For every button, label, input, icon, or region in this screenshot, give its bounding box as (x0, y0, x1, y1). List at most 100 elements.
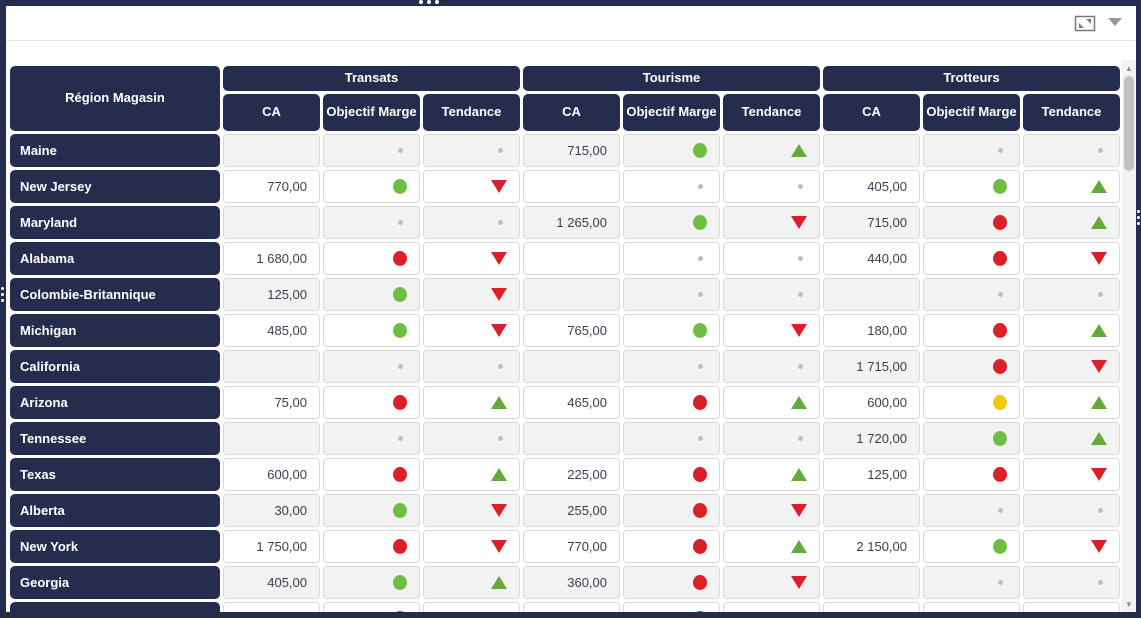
objectif-marge-cell[interactable] (323, 602, 420, 612)
tendance-cell[interactable] (423, 350, 520, 383)
row-header-cell[interactable]: Arizona (10, 386, 220, 419)
row-header-cell[interactable]: New York (10, 530, 220, 563)
row-header-cell[interactable]: Colombie-Britannique (10, 278, 220, 311)
ca-value-cell[interactable]: 2 150,00 (823, 530, 920, 563)
column-group-header[interactable]: Transats (223, 66, 520, 91)
column-subheader[interactable]: CA (223, 94, 320, 131)
column-subheader[interactable]: Objectif Marge (323, 94, 420, 131)
scroll-down-arrow-icon[interactable]: ▼ (1125, 599, 1133, 609)
tendance-cell[interactable] (723, 350, 820, 383)
row-header-cell[interactable] (10, 602, 220, 612)
ca-value-cell[interactable]: 405,00 (823, 170, 920, 203)
grip-dots-vertical-icon[interactable] (1, 287, 4, 302)
tendance-cell[interactable] (423, 314, 520, 347)
tendance-cell[interactable] (723, 386, 820, 419)
objectif-marge-cell[interactable] (323, 278, 420, 311)
ca-value-cell[interactable] (823, 134, 920, 167)
tendance-cell[interactable] (1023, 278, 1120, 311)
ca-value-cell[interactable]: 1 680,00 (223, 242, 320, 275)
column-group-header[interactable]: Tourisme (523, 66, 820, 91)
tendance-cell[interactable] (423, 458, 520, 491)
tendance-cell[interactable] (1023, 314, 1120, 347)
tendance-cell[interactable] (723, 278, 820, 311)
ca-value-cell[interactable]: 180,00 (823, 314, 920, 347)
objectif-marge-cell[interactable] (623, 350, 720, 383)
column-subheader[interactable]: Tendance (423, 94, 520, 131)
objectif-marge-cell[interactable] (623, 314, 720, 347)
column-group-header[interactable]: Trotteurs (823, 66, 1120, 91)
row-header-cell[interactable]: New Jersey (10, 170, 220, 203)
objectif-marge-cell[interactable] (623, 566, 720, 599)
objectif-marge-cell[interactable] (323, 566, 420, 599)
ca-value-cell[interactable]: 600,00 (823, 386, 920, 419)
ca-value-cell[interactable]: 485,00 (223, 314, 320, 347)
objectif-marge-cell[interactable] (923, 566, 1020, 599)
row-header-cell[interactable]: Alabama (10, 242, 220, 275)
ca-value-cell[interactable] (823, 494, 920, 527)
tendance-cell[interactable] (723, 242, 820, 275)
column-subheader[interactable]: CA (823, 94, 920, 131)
ca-value-cell[interactable]: 225,00 (523, 458, 620, 491)
tendance-cell[interactable] (423, 278, 520, 311)
tendance-cell[interactable] (423, 566, 520, 599)
objectif-marge-cell[interactable] (623, 530, 720, 563)
objectif-marge-cell[interactable] (623, 422, 720, 455)
objectif-marge-cell[interactable] (323, 494, 420, 527)
objectif-marge-cell[interactable] (923, 602, 1020, 612)
objectif-marge-cell[interactable] (623, 458, 720, 491)
tendance-cell[interactable] (1023, 602, 1120, 612)
ca-value-cell[interactable] (523, 242, 620, 275)
tendance-cell[interactable] (1023, 494, 1120, 527)
tendance-cell[interactable] (1023, 206, 1120, 239)
objectif-marge-cell[interactable] (923, 206, 1020, 239)
objectif-marge-cell[interactable] (923, 458, 1020, 491)
ca-value-cell[interactable] (823, 278, 920, 311)
ca-value-cell[interactable]: 715,00 (823, 206, 920, 239)
tendance-cell[interactable] (423, 134, 520, 167)
tendance-cell[interactable] (723, 530, 820, 563)
column-subheader[interactable]: CA (523, 94, 620, 131)
scroll-up-arrow-icon[interactable]: ▲ (1125, 63, 1133, 73)
ca-value-cell[interactable]: 255,00 (523, 494, 620, 527)
row-header-cell[interactable]: Alberta (10, 494, 220, 527)
row-header-cell[interactable]: Maryland (10, 206, 220, 239)
tendance-cell[interactable] (1023, 242, 1120, 275)
objectif-marge-cell[interactable] (323, 530, 420, 563)
row-header-cell[interactable]: Georgia (10, 566, 220, 599)
ca-value-cell[interactable]: 715,00 (523, 134, 620, 167)
ca-value-cell[interactable]: 1 750,00 (223, 530, 320, 563)
objectif-marge-cell[interactable] (323, 458, 420, 491)
ca-value-cell[interactable] (523, 422, 620, 455)
ca-value-cell[interactable]: 1 265,00 (523, 206, 620, 239)
ca-value-cell[interactable]: 465,00 (523, 386, 620, 419)
ca-value-cell[interactable] (823, 602, 920, 612)
tendance-cell[interactable] (723, 458, 820, 491)
tendance-cell[interactable] (723, 602, 820, 612)
ca-value-cell[interactable]: 1 715,00 (823, 350, 920, 383)
tendance-cell[interactable] (423, 386, 520, 419)
vertical-scrollbar[interactable]: ▲ ▼ (1122, 60, 1136, 612)
objectif-marge-cell[interactable] (923, 530, 1020, 563)
objectif-marge-cell[interactable] (623, 170, 720, 203)
objectif-marge-cell[interactable] (623, 494, 720, 527)
objectif-marge-cell[interactable] (923, 278, 1020, 311)
objectif-marge-cell[interactable] (623, 602, 720, 612)
ca-value-cell[interactable]: 30,00 (223, 494, 320, 527)
objectif-marge-cell[interactable] (923, 170, 1020, 203)
ca-value-cell[interactable] (223, 422, 320, 455)
tendance-cell[interactable] (723, 134, 820, 167)
column-subheader[interactable]: Tendance (723, 94, 820, 131)
focus-mode-icon[interactable] (1074, 15, 1096, 32)
tendance-cell[interactable] (1023, 422, 1120, 455)
objectif-marge-cell[interactable] (923, 242, 1020, 275)
ca-value-cell[interactable] (223, 602, 320, 612)
ca-value-cell[interactable] (523, 350, 620, 383)
objectif-marge-cell[interactable] (923, 314, 1020, 347)
row-header-cell[interactable]: Texas (10, 458, 220, 491)
ca-value-cell[interactable] (223, 134, 320, 167)
ca-value-cell[interactable] (523, 278, 620, 311)
ca-value-cell[interactable]: 770,00 (523, 530, 620, 563)
objectif-marge-cell[interactable] (323, 242, 420, 275)
objectif-marge-cell[interactable] (323, 134, 420, 167)
grip-dots-horizontal-icon[interactable] (419, 0, 439, 4)
